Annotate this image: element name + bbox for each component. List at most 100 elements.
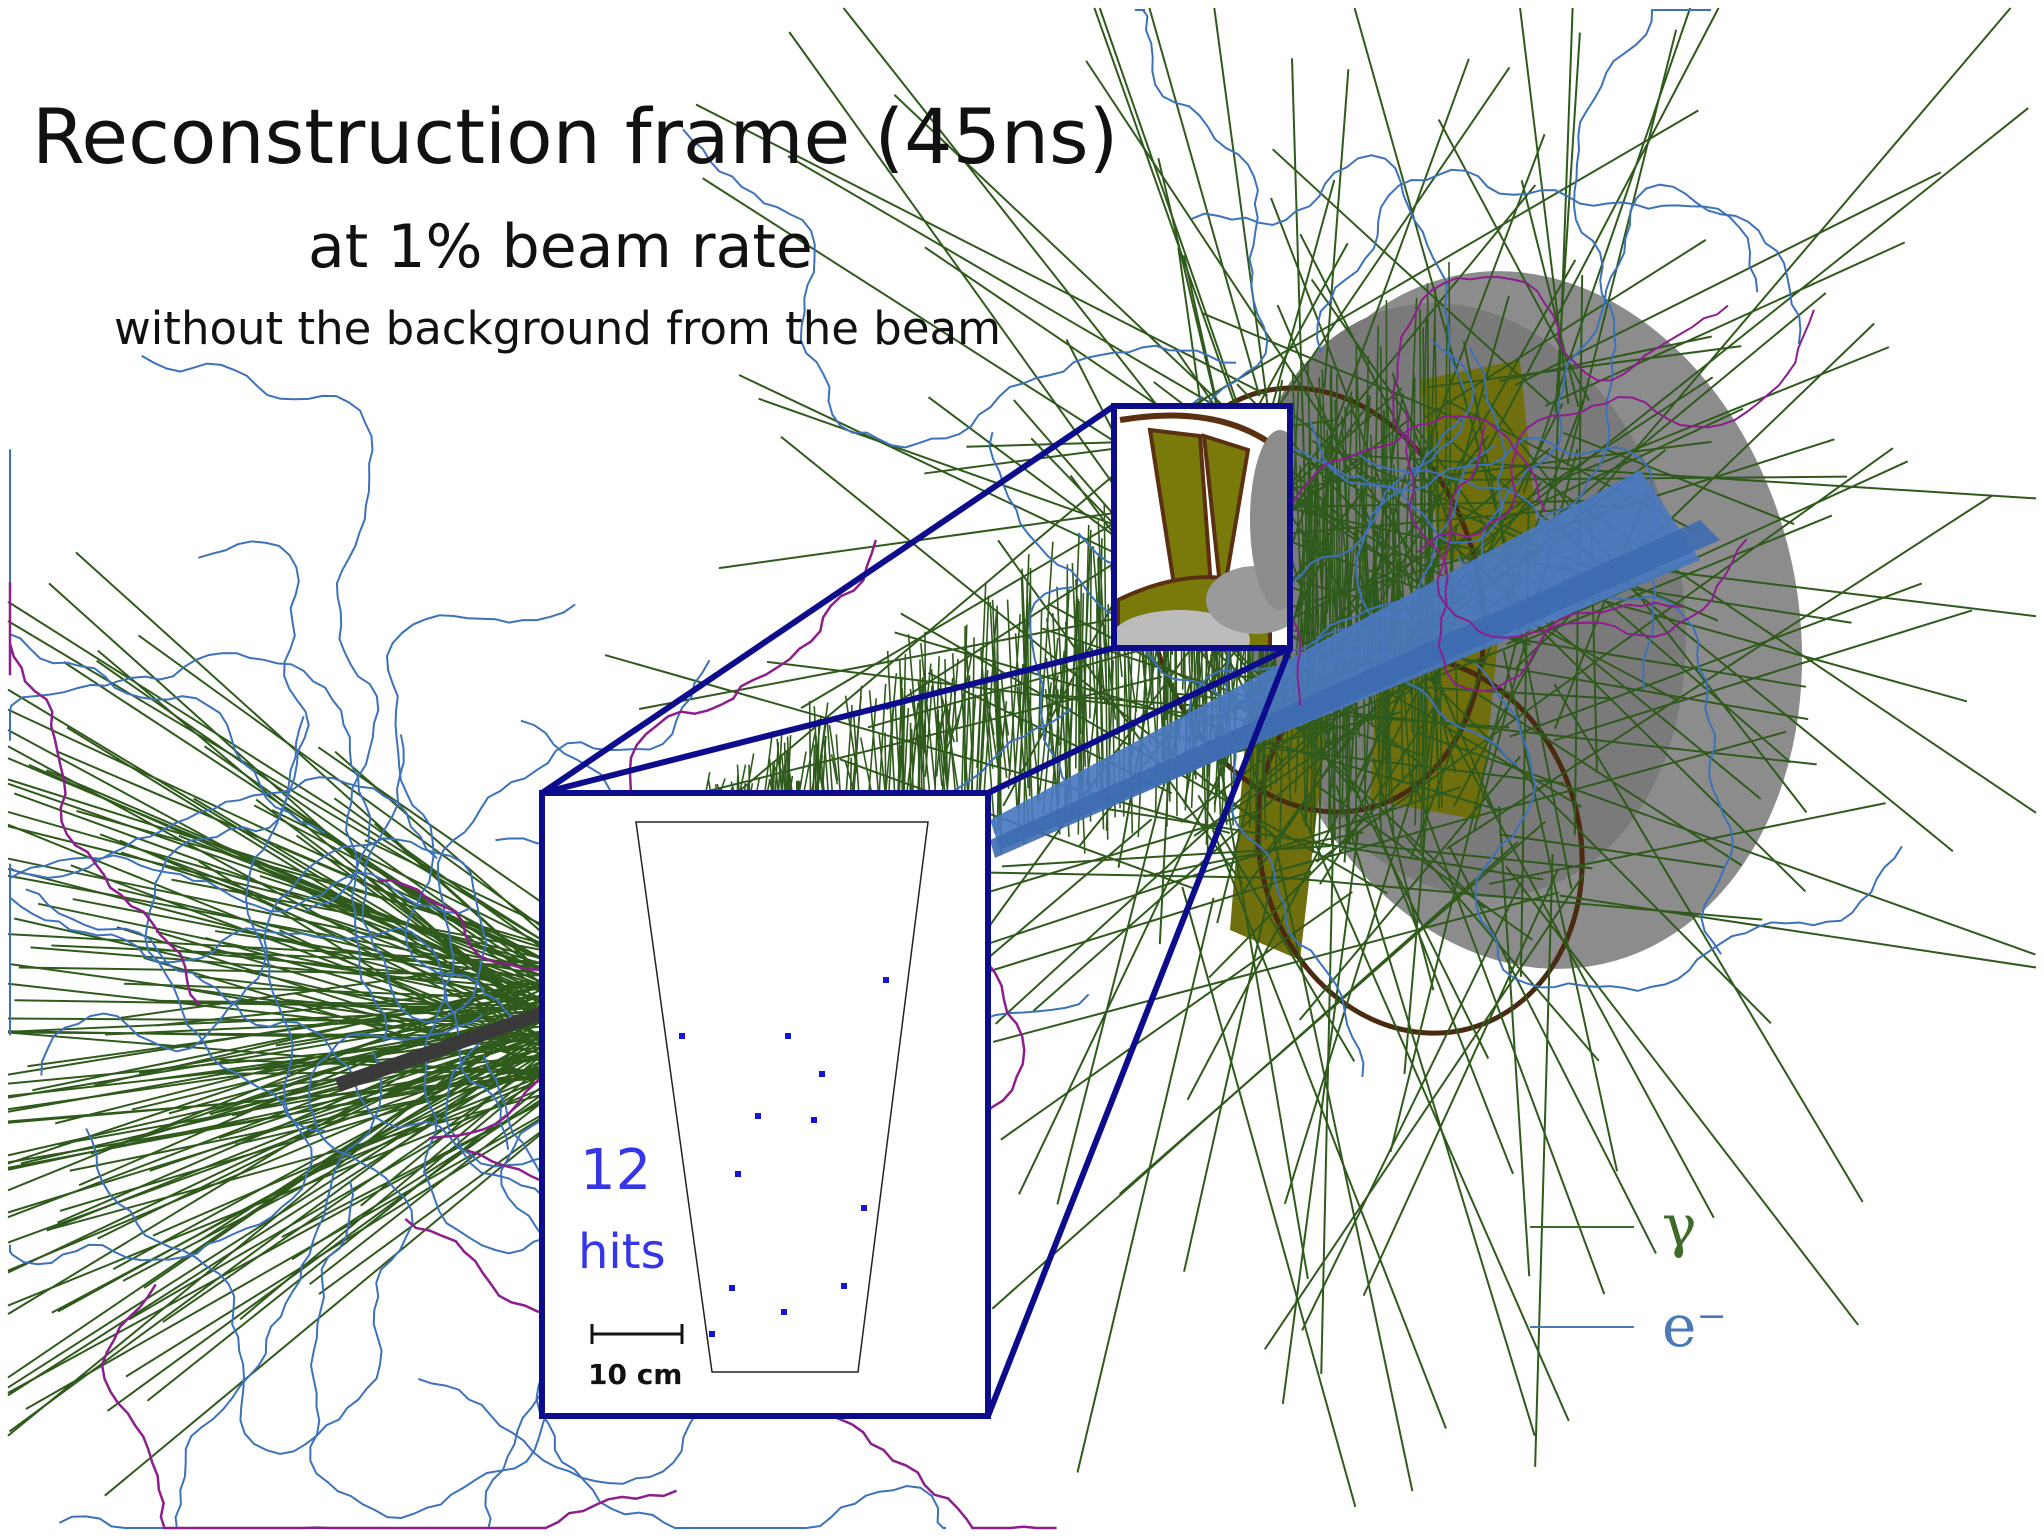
photon-track [1323, 69, 1350, 389]
photon-track [51, 944, 539, 968]
zoom-source-box [1111, 403, 1293, 651]
photon-track [1078, 529, 1092, 813]
photon-track [1478, 693, 1743, 867]
electron-track [85, 1014, 484, 1456]
electron-track [385, 603, 576, 1022]
photon-track [76, 810, 611, 965]
photon-track [1559, 894, 2037, 969]
photon-track [695, 103, 1269, 397]
photon-track [823, 739, 830, 793]
beam [990, 470, 1720, 858]
photon-track [276, 844, 589, 981]
photon-track [1407, 767, 1606, 1295]
photon-track [75, 551, 536, 968]
photon-track [1320, 735, 1337, 1374]
photon-track [1074, 595, 1078, 769]
photon-track [1211, 828, 1447, 1429]
electron-track [141, 354, 380, 913]
photon-track [975, 583, 987, 799]
photon-track [1353, 7, 1509, 552]
electron-track [40, 734, 488, 1076]
electron-track [1538, 9, 1711, 525]
photon-track [55, 1000, 540, 1125]
photon-track [991, 841, 1519, 1310]
electron-track [309, 988, 578, 1520]
photon-track [1305, 423, 1319, 824]
photon-track [1076, 897, 1215, 1473]
electron-track [1476, 183, 1802, 568]
legend-item-photon: γ [1530, 1196, 1750, 1256]
photon-track [1553, 683, 1864, 1203]
electron-track [1134, 9, 1269, 449]
hit-marker [861, 1205, 867, 1211]
legend-swatch-photon [1530, 1226, 1634, 1228]
photon-track [1372, 757, 1435, 991]
photon-track [1423, 239, 1707, 419]
electron-track [1191, 154, 1466, 391]
photon-track [828, 724, 839, 781]
photon-track [1000, 670, 1011, 776]
photon-track [994, 671, 1380, 1025]
photon-track [7, 1028, 594, 1244]
zoom-connectors [540, 403, 1293, 1418]
photon-track [30, 946, 544, 991]
photon-track [1021, 568, 1035, 834]
photon-track [63, 661, 528, 967]
hits [679, 977, 889, 1337]
photon-track [802, 730, 817, 795]
photon-track [1183, 856, 1279, 1272]
electron-track [9, 449, 326, 834]
photon-track [1085, 60, 1451, 611]
photon-track [1039, 541, 1054, 738]
photon-track [1301, 881, 1522, 1331]
electron-track [9, 652, 388, 1043]
photon-track [128, 1047, 596, 1321]
inset-panel [539, 790, 991, 1419]
photon-track [1522, 7, 1692, 493]
scale-label: 10 cm [588, 1358, 683, 1391]
photon-track [1093, 7, 1238, 411]
electron-track [1316, 168, 1759, 353]
photon-track [7, 825, 611, 977]
electron-track [1355, 414, 1518, 767]
photon-track [1389, 589, 1530, 1153]
photon-track [1345, 453, 2037, 500]
photon-track [125, 1069, 620, 1378]
photon-track [1299, 809, 1570, 1422]
photon-track [1270, 197, 1421, 587]
positron-track [100, 1283, 678, 1530]
beam-pipe [335, 1000, 566, 1092]
photon-track [817, 754, 824, 784]
photon-track [1473, 448, 1579, 831]
electron-track [58, 1051, 383, 1529]
hits-count: 12 [580, 1138, 652, 1203]
photon-track [1089, 546, 1093, 719]
photon-track [234, 1063, 580, 1146]
photon-track [1298, 755, 1522, 1021]
photon-track [7, 729, 595, 1048]
photon-track [1553, 609, 1973, 742]
photon-track [1208, 762, 1420, 979]
photon-track [1488, 802, 1886, 885]
hit-marker [735, 1171, 741, 1177]
electron-track [144, 540, 326, 1132]
electron-track [9, 715, 313, 1266]
legend-symbol-photon: γ [1662, 1192, 1697, 1260]
photon-track [1038, 682, 1052, 792]
photon-track [1312, 782, 1533, 941]
photon-track [7, 977, 597, 1379]
electron-track [422, 659, 711, 1255]
photon-track [1499, 833, 1725, 869]
scale-bar [590, 1324, 684, 1344]
photon-track [897, 691, 906, 808]
photon-track [930, 669, 943, 786]
photon-track [951, 653, 958, 743]
title-block: Reconstruction frame (45ns) at 1% beam r… [0, 0, 1150, 380]
photon-track [1310, 278, 1495, 539]
hit-marker [781, 1309, 787, 1315]
photon-track [1319, 690, 1446, 885]
photon-track [1466, 107, 2029, 557]
photon-track [1178, 109, 1699, 415]
photon-track [1505, 865, 1860, 1326]
